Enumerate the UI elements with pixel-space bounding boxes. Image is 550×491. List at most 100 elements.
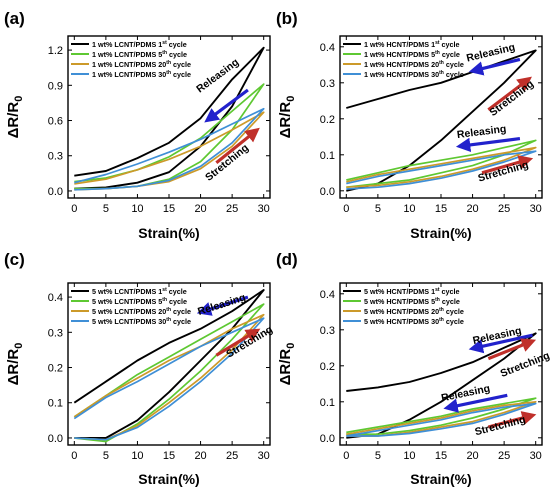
stretching-arrow [487, 411, 537, 429]
series-1 [346, 397, 537, 436]
panel-label: (d) [276, 250, 298, 269]
x-tick-label: 10 [403, 203, 415, 215]
x-tick-label: 20 [194, 450, 206, 462]
legend-entry-suffix: cycle [440, 50, 460, 59]
series-3 [346, 402, 537, 437]
x-tick-label: 15 [163, 203, 175, 215]
series-line [74, 107, 265, 191]
panel-label: (a) [4, 9, 25, 28]
y-tick-label: 0.9 [48, 80, 63, 92]
x-tick-label: 20 [466, 203, 478, 215]
stretching-arrow [487, 76, 532, 112]
legend-entry-suffix: cycle [444, 317, 464, 326]
annotation-label: Stretching [487, 78, 536, 119]
x-tick-label: 30 [258, 203, 270, 215]
legend-entry: 1 wt% HCNT/PDMS 30th cycle [364, 70, 464, 79]
y-axis-label-sub: 0 [13, 343, 25, 349]
legend-entry: 5 wt% LCNT/PDMS 1st cycle [92, 287, 187, 296]
legend-entry-sup: th [439, 307, 444, 313]
series-0 [346, 332, 537, 439]
releasing-arrow [455, 137, 521, 153]
releasing-arrow [468, 57, 521, 76]
y-tick-label: 0.0 [48, 186, 63, 198]
annotation-label: Releasing [456, 123, 507, 141]
x-axis-label: Strain(%) [138, 225, 199, 241]
legend-entry-prefix: 5 wt% HCNT/PDMS 30 [364, 317, 439, 326]
series-line [73, 317, 265, 441]
y-tick-label: 0.3 [48, 151, 63, 163]
releasing-arrow [443, 393, 508, 413]
legend-entry-prefix: 5 wt% HCNT/PDMS 1 [364, 287, 435, 296]
y-tick-label: 0.2 [320, 361, 335, 373]
series-3 [346, 150, 537, 190]
legend-entry-suffix: cycle [444, 70, 464, 79]
panel-label: (c) [4, 250, 25, 269]
legend-entry-prefix: 5 wt% LCNT/PDMS 20 [92, 307, 166, 316]
x-tick-label: 10 [131, 203, 143, 215]
series-2 [73, 313, 265, 441]
legend-entry-suffix: cycle [440, 287, 460, 296]
legend-entry-sup: th [439, 70, 444, 76]
series-line [346, 402, 537, 437]
legend-entry-prefix: 1 wt% LCNT/PDMS 20 [92, 60, 166, 69]
legend-entry: 5 wt% LCNT/PDMS 30th cycle [92, 317, 191, 326]
legend-entry-sup: th [435, 297, 440, 303]
y-tick-label: 0.0 [320, 433, 335, 445]
x-tick-label: 0 [343, 203, 349, 215]
y-axis-label-main: ΔR/R [5, 349, 22, 386]
stretching-arrow [487, 338, 537, 361]
legend-entry-prefix: 1 wt% LCNT/PDMS 30 [92, 70, 166, 79]
y-axis-label-sub: 0 [285, 343, 297, 349]
legend-entry-suffix: cycle [167, 40, 187, 49]
series-line [346, 139, 537, 189]
legend-entry: 5 wt% HCNT/PDMS 1st cycle [364, 287, 460, 296]
legend-entry-sup: th [162, 50, 167, 56]
x-tick-label: 5 [375, 450, 381, 462]
series-3 [73, 317, 265, 441]
series-2 [346, 400, 537, 437]
legend-entry-prefix: 1 wt% LCNT/PDMS 1 [92, 40, 162, 49]
y-tick-label: 0.4 [320, 289, 335, 301]
x-tick-label: 25 [498, 450, 510, 462]
series-line [74, 46, 265, 190]
series-line [346, 400, 537, 437]
x-axis-label: Strain(%) [410, 225, 471, 241]
legend-entry: 1 wt% HCNT/PDMS 20th cycle [364, 60, 464, 69]
legend-entry-sup: th [162, 297, 167, 303]
x-tick-label: 5 [103, 203, 109, 215]
annotation-label: Releasing [194, 56, 241, 95]
series-0 [73, 289, 265, 439]
y-axis-label-main: ΔR/R [5, 102, 22, 139]
y-axis-label: ΔR/R0 [277, 96, 297, 139]
legend-entry: 1 wt% LCNT/PDMS 5th cycle [92, 50, 187, 59]
releasing-arrow [196, 295, 249, 316]
y-tick-label: 0.0 [48, 433, 63, 445]
series-line [73, 289, 265, 439]
x-tick-label: 30 [530, 203, 542, 215]
series-3 [74, 107, 265, 191]
legend-entry-prefix: 5 wt% LCNT/PDMS 1 [92, 287, 162, 296]
legend-entry-sup: st [162, 40, 167, 46]
y-tick-label: 0.4 [320, 42, 335, 54]
x-axis-label: Strain(%) [410, 471, 471, 487]
y-axis-label: ΔR/R0 [5, 343, 25, 386]
legend-entry-suffix: cycle [171, 60, 191, 69]
x-tick-label: 20 [466, 450, 478, 462]
legend-entry: 1 wt% HCNT/PDMS 5th cycle [364, 50, 460, 59]
y-tick-label: 0.6 [48, 116, 63, 128]
legend-entry-suffix: cycle [171, 317, 191, 326]
legend-entry-sup: st [162, 287, 167, 293]
y-axis-label-main: ΔR/R [277, 349, 294, 386]
y-tick-label: 0.2 [48, 363, 63, 375]
panel-a: (a) 0 5 10 15 20 25 30 0.0 0.3 0.6 0.9 1.2 Strain(%) Δ… [4, 9, 271, 241]
annotation-label: Releasing [196, 292, 247, 319]
series-line [346, 397, 537, 436]
series-line [346, 146, 537, 189]
legend-entry: 5 wt% HCNT/PDMS 5th cycle [364, 297, 460, 306]
legend-entry-sup: th [166, 60, 171, 66]
legend-entry-suffix: cycle [171, 70, 191, 79]
x-tick-label: 25 [226, 203, 238, 215]
y-tick-label: 0.1 [320, 150, 335, 162]
legend-entry-suffix: cycle [167, 50, 187, 59]
